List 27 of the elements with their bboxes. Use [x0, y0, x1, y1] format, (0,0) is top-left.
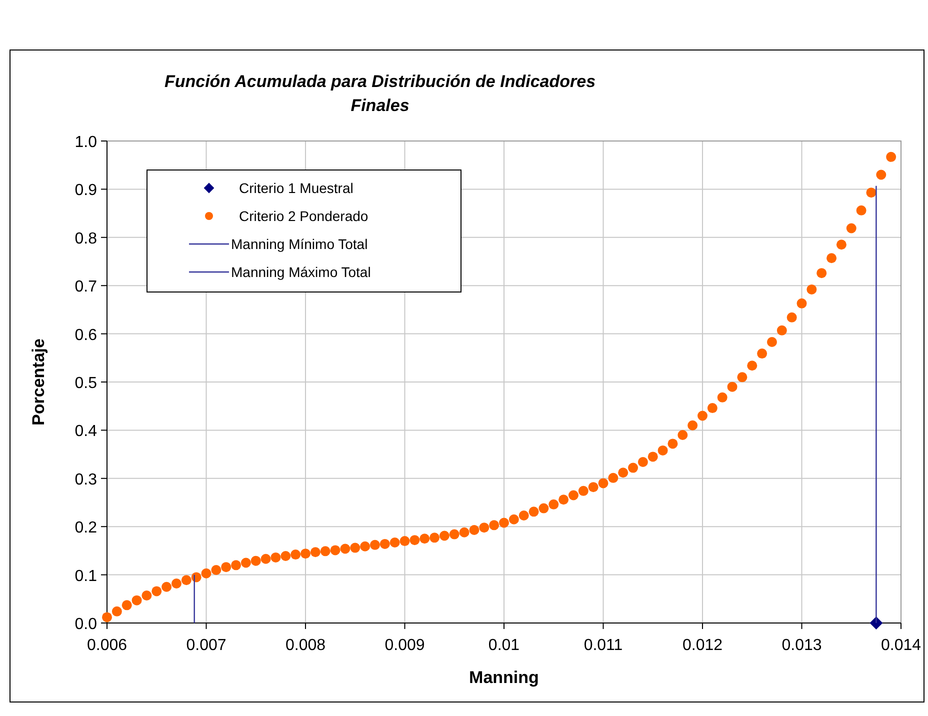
y-tick-label: 0.7 — [74, 278, 98, 296]
x-tick-label: 0.007 — [186, 637, 226, 654]
y-tick-label: 1.0 — [74, 134, 98, 151]
y-axis-title: Porcentaje — [29, 338, 48, 426]
x-tick-label: 0.011 — [584, 637, 623, 654]
y-tick-label: 0.4 — [74, 423, 98, 440]
x-tick-label: 0.014 — [880, 637, 922, 654]
y-tick-label: 0.6 — [74, 326, 98, 344]
x-tick-label: 0.012 — [682, 637, 723, 654]
chart-title: Función Acumulada para Distribución de Indicadores Finales — [164, 72, 596, 115]
legend-label: Criterio 1 Muestral — [239, 180, 354, 196]
x-tick-label: 0.006 — [86, 637, 128, 654]
legend-label: Criterio 2 Ponderado — [239, 208, 368, 224]
y-tick-label: 0.1 — [74, 568, 98, 585]
legend-label: Manning Máximo Total — [231, 264, 371, 280]
x-tick-label: 0.013 — [782, 637, 822, 654]
y-tick-label: 0.8 — [74, 230, 98, 248]
y-tick-label: 0.2 — [74, 520, 98, 537]
x-tick-label: 0.01 — [488, 637, 520, 654]
y-tick-label: 0.0 — [74, 616, 98, 633]
y-tick-label: 0.5 — [74, 375, 98, 392]
y-tick-label: 0.9 — [74, 182, 98, 200]
x-axis-title: Manning — [469, 668, 539, 687]
legend-label: Manning Mínimo Total — [231, 236, 368, 252]
y-tick-label: 0.3 — [74, 471, 98, 488]
x-tick-label: 0.008 — [285, 637, 326, 654]
x-tick-label: 0.009 — [384, 637, 425, 654]
